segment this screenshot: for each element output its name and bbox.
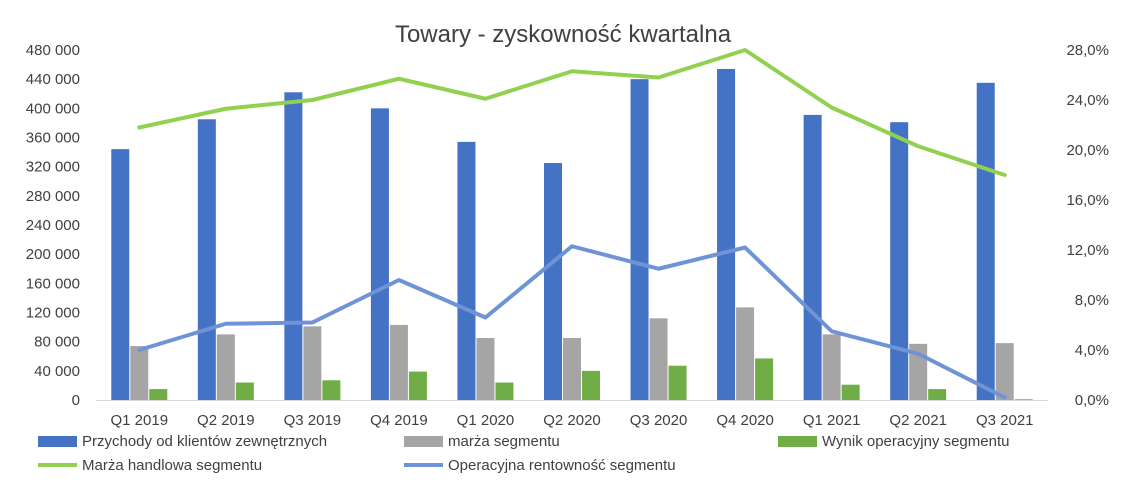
legend-item: Marża handlowa segmentu xyxy=(38,457,262,474)
bar xyxy=(235,382,254,400)
bar xyxy=(322,380,341,400)
x-axis-tick-label: Q4 2020 xyxy=(716,412,774,429)
bar xyxy=(822,334,841,400)
x-axis-tick-label: Q2 2020 xyxy=(543,412,601,429)
right-axis-tick-label: 20,0% xyxy=(1066,142,1109,159)
bar xyxy=(130,346,149,400)
chart-title: Towary - zyskowność kwartalna xyxy=(395,21,732,48)
left-axis-tick-label: 200 000 xyxy=(26,246,80,263)
bar xyxy=(197,119,216,400)
bar xyxy=(495,382,514,400)
left-axis-tick-label: 480 000 xyxy=(26,42,80,59)
line-series-0 xyxy=(137,48,1007,177)
legend: Przychody od klientów zewnętrznych marża … xyxy=(38,433,1009,474)
legend-swatch xyxy=(778,436,817,447)
x-axis-tick-label: Q3 2019 xyxy=(284,412,342,429)
bar xyxy=(928,389,947,400)
x-axis-ticks: Q1 2019 Q2 2019 Q3 2019 Q4 2019 Q1 2020 Q2 20… xyxy=(110,412,1033,429)
bar xyxy=(755,358,774,400)
left-axis-tick-label: 400 000 xyxy=(26,100,80,117)
right-axis-tick-label: 12,0% xyxy=(1066,242,1109,259)
left-axis-tick-label: 120 000 xyxy=(26,305,80,322)
left-axis-tick-label: 280 000 xyxy=(26,188,80,205)
legend-label: Marża handlowa segmentu xyxy=(82,457,262,474)
bar-series xyxy=(111,68,1033,401)
bar xyxy=(370,108,389,400)
bar xyxy=(630,79,649,401)
bar xyxy=(717,68,736,400)
right-axis-tick-label: 4,0% xyxy=(1075,342,1109,359)
bar xyxy=(408,371,427,400)
bar xyxy=(668,365,687,400)
x-axis-tick-label: Q1 2021 xyxy=(803,412,861,429)
bar-series-2 xyxy=(149,358,1033,400)
right-axis-tick-label: 8,0% xyxy=(1075,292,1109,309)
x-axis-tick-label: Q2 2021 xyxy=(889,412,947,429)
legend-label: Przychody od klientów zewnętrznych xyxy=(82,433,327,450)
left-axis-tick-label: 240 000 xyxy=(26,217,80,234)
bar xyxy=(995,343,1014,400)
bar xyxy=(284,92,303,401)
x-axis-tick-label: Q4 2019 xyxy=(370,412,428,429)
bar xyxy=(976,82,995,400)
left-axis-tick-label: 80 000 xyxy=(34,334,80,351)
legend-item: marża segmentu xyxy=(404,433,560,450)
bar-series-0 xyxy=(111,68,995,401)
bar xyxy=(149,389,168,400)
left-axis-tick-label: 40 000 xyxy=(34,363,80,380)
bar xyxy=(457,141,476,400)
bar xyxy=(476,338,495,400)
bar xyxy=(736,307,755,400)
legend-swatch xyxy=(404,436,443,447)
right-axis-tick-label: 24,0% xyxy=(1066,92,1109,109)
right-axis: 0,0% 4,0% 8,0% 12,0% 16,0% 20,0% 24,0% 28,0% xyxy=(1066,42,1109,409)
legend-label: marża segmentu xyxy=(448,433,560,450)
left-axis-tick-label: 0 xyxy=(72,392,80,409)
right-axis-tick-label: 16,0% xyxy=(1066,192,1109,209)
x-axis-tick-label: Q3 2021 xyxy=(976,412,1034,429)
x-axis-tick-label: Q1 2019 xyxy=(110,412,168,429)
right-axis-tick-label: 28,0% xyxy=(1066,42,1109,59)
left-axis-tick-label: 320 000 xyxy=(26,159,80,176)
x-axis-tick-label: Q3 2020 xyxy=(630,412,688,429)
left-axis: 0 40 000 80 000 120 000 160 000 200 000 240 00… xyxy=(26,42,80,409)
x-axis-tick-label: Q1 2020 xyxy=(457,412,515,429)
x-axis-tick-label: Q2 2019 xyxy=(197,412,255,429)
bar xyxy=(803,114,822,400)
bar xyxy=(563,338,581,400)
right-axis-tick-label: 0,0% xyxy=(1075,392,1109,409)
left-axis-tick-label: 360 000 xyxy=(26,130,80,147)
bar xyxy=(544,163,562,400)
legend-item: Przychody od klientów zewnętrznych xyxy=(38,433,327,450)
legend-label: Wynik operacyjny segmentu xyxy=(822,433,1009,450)
bar xyxy=(649,318,668,400)
bar xyxy=(389,324,408,400)
bar xyxy=(216,334,235,400)
legend-label: Operacyjna rentowność segmentu xyxy=(448,457,676,474)
bar-series-1 xyxy=(130,307,1014,400)
legend-item: Operacyjna rentowność segmentu xyxy=(404,457,676,474)
bar xyxy=(1014,399,1033,400)
line-series xyxy=(137,48,1007,400)
bar xyxy=(111,149,130,400)
bar xyxy=(303,326,322,400)
bar xyxy=(890,122,909,400)
legend-swatch xyxy=(38,436,77,447)
bar xyxy=(582,370,600,400)
bar xyxy=(841,384,860,400)
legend-item: Wynik operacyjny segmentu xyxy=(778,433,1009,450)
left-axis-tick-label: 160 000 xyxy=(26,275,80,292)
left-axis-tick-label: 440 000 xyxy=(26,71,80,88)
